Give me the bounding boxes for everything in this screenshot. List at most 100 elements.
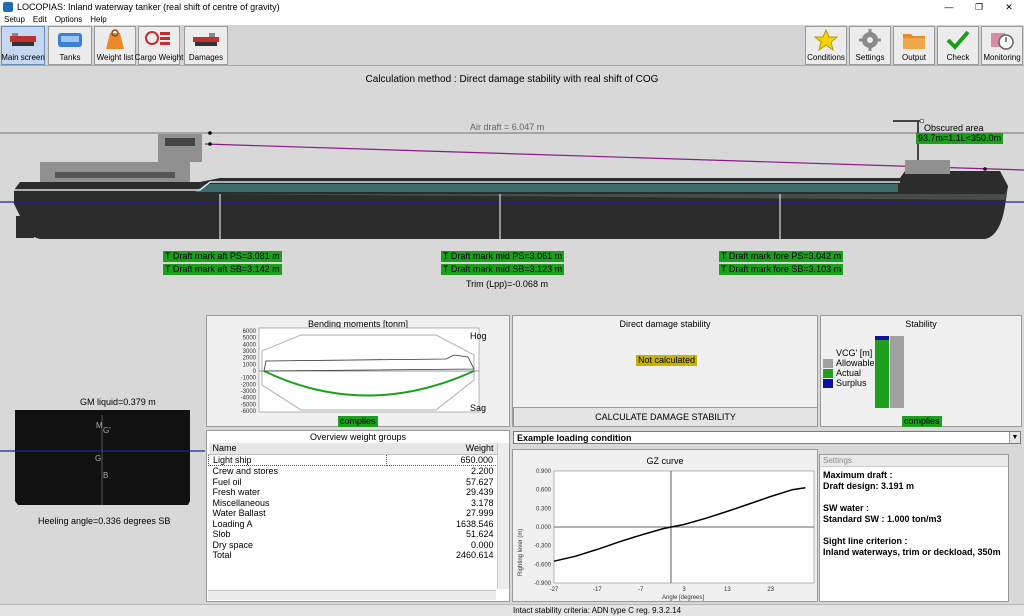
bending-complies-badge: complies [338,416,378,427]
draft-fore-ps: T Draft mark fore PS=3.042 m [719,251,844,262]
row-name: Dry space [212,539,254,550]
check-button[interactable]: Check [937,26,979,65]
chevron-down-icon[interactable]: ▼ [1009,432,1020,443]
settings-header: Settings [820,455,1008,467]
main-screen-button[interactable]: Main screen [1,26,45,65]
weight-table-hscrollbar[interactable] [208,590,496,600]
bending-tick-label: -1000 [241,376,257,382]
damages-label: Damages [188,53,224,62]
conditions-label: Conditions [807,53,845,62]
menu-setup[interactable]: Setup [4,15,25,24]
table-row[interactable]: Dry space 0.000 [209,540,498,551]
g-label: G [95,454,101,463]
table-row[interactable]: Slob 51.624 [209,529,498,540]
output-button[interactable]: Output [893,26,935,65]
monitoring-label: Monitoring [983,53,1021,62]
sw-value: Standard SW : 1.000 ton/m3 [823,514,942,524]
damages-button[interactable]: Damages [184,26,228,65]
loading-condition-select[interactable]: Example loading condition ▼ [513,431,1021,444]
bending-tick-label: 1000 [243,362,257,368]
row-weight: 27.999 [465,508,494,518]
table-row[interactable]: Water Ballast 27.999 [209,508,498,519]
row-name: Fuel oil [212,476,242,487]
window-title: LOCOPIAS: Inland waterway tanker (real s… [17,2,280,12]
minimize-button[interactable]: — [944,2,954,12]
table-row[interactable]: Fresh water 29.439 [209,487,498,498]
table-row[interactable]: Miscellaneous 3.178 [209,498,498,509]
hog-label: Hog [470,331,487,341]
gz-xlabel: Angle [degrees] [662,595,704,601]
table-row[interactable]: Crew and stores 2.200 [209,466,498,477]
table-row[interactable]: Total 2460.614 [209,550,498,561]
row-weight: 29.439 [465,487,494,497]
gz-x-tick-label: -17 [593,587,602,593]
monitoring-button[interactable]: Monitoring [981,26,1023,65]
stability-complies-badge: complies [902,416,942,427]
bending-tick-label: -6000 [241,409,257,415]
gz-curve-title: GZ curve [646,456,684,466]
toolbar: Main screen Tanks Weight list Cargo Weig… [0,25,1024,66]
menu-help[interactable]: Help [90,15,107,24]
maximize-button[interactable]: ❐ [974,2,984,12]
weight-table-container: Name Weight Light ship 650.000 Crew and s… [207,443,498,561]
main-screen-label: Main screen [1,53,45,62]
row-name: Slob [212,529,231,539]
gz-y-tick-label: 0.300 [536,506,552,512]
col-name-header[interactable]: Name [208,443,387,455]
table-row[interactable]: Loading A 1638.546 [209,519,498,530]
star-icon [811,29,841,51]
conditions-button[interactable]: Conditions [805,26,847,65]
vcg-allowable-bar [890,336,904,408]
legend-surplus-label: Surplus [836,378,867,388]
row-name: Water Ballast [212,508,266,518]
gear-icon [855,29,885,51]
bending-tick-label: 6000 [243,329,257,335]
bending-tick-label: 3000 [243,349,257,355]
row-weight: 3.178 [470,497,494,508]
cargo-weight-icon [144,29,174,51]
bending-moments-title: Bending moments [tonm] [307,319,409,329]
folder-icon [899,29,929,51]
row-name: Crew and stores [212,466,279,476]
loading-condition-value: Example loading condition [517,433,632,443]
check-label: Check [946,53,970,62]
tanks-button[interactable]: Tanks [48,26,92,65]
col-weight-header[interactable]: Weight [386,443,498,455]
draft-mid-sb: T Draft mark mid SB=3.123 m [441,264,565,275]
table-row[interactable]: Fuel oil 57.627 [209,477,498,488]
table-header-row: Name Weight [208,443,498,455]
legend-allowable: Allowable [823,358,875,368]
ship-profile-view [0,118,1024,239]
sw-title: SW water : [823,503,870,513]
weight-list-button[interactable]: Weight list [94,26,136,65]
sight-line-title: Sight line criterion : [823,536,908,546]
table-row[interactable]: Light ship 650.000 [207,453,498,466]
bending-tick-label: 4000 [243,342,257,348]
gz-x-tick-label: -27 [550,587,559,593]
weight-table-scrollbar[interactable] [497,443,509,589]
bending-moments-chart: 6000500040003000200010000-1000-2000-3000… [241,327,487,415]
settings-button[interactable]: Settings [849,26,891,65]
gz-x-tick-label: 23 [767,587,774,593]
vcg-surplus-bar [875,336,889,340]
calculation-method: Calculation method : Direct damage stabi… [365,74,659,85]
draft-mid-ps: T Draft mark mid PS=3.061 m [441,251,565,262]
legend-allowable-label: Allowable [836,358,875,368]
stability-legend: Allowable Actual Surplus [823,358,875,388]
weight-groups-title: Overview weight groups [309,432,407,442]
close-button[interactable]: ✕ [1005,2,1013,12]
stability-title: Stability [905,319,937,329]
menu-edit[interactable]: Edit [32,15,47,24]
bending-tick-label: -3000 [241,389,257,395]
weight-icon [100,29,130,51]
row-name: Light ship [207,453,388,466]
menu-options[interactable]: Options [54,15,83,24]
status-bar: Intact stability criteria: ADN type C re… [0,604,1024,616]
cargo-weight-button[interactable]: Cargo Weight [135,26,183,65]
menu-bar: Setup Edit Options Help [0,14,1024,25]
bending-tick-label: 0 [253,369,257,375]
vcg-actual-bar [875,336,889,408]
calculate-damage-stability-button[interactable]: CALCULATE DAMAGE STABILITY [513,407,818,427]
gz-y-tick-label: 0.000 [536,525,552,531]
b-label: B [103,471,108,480]
